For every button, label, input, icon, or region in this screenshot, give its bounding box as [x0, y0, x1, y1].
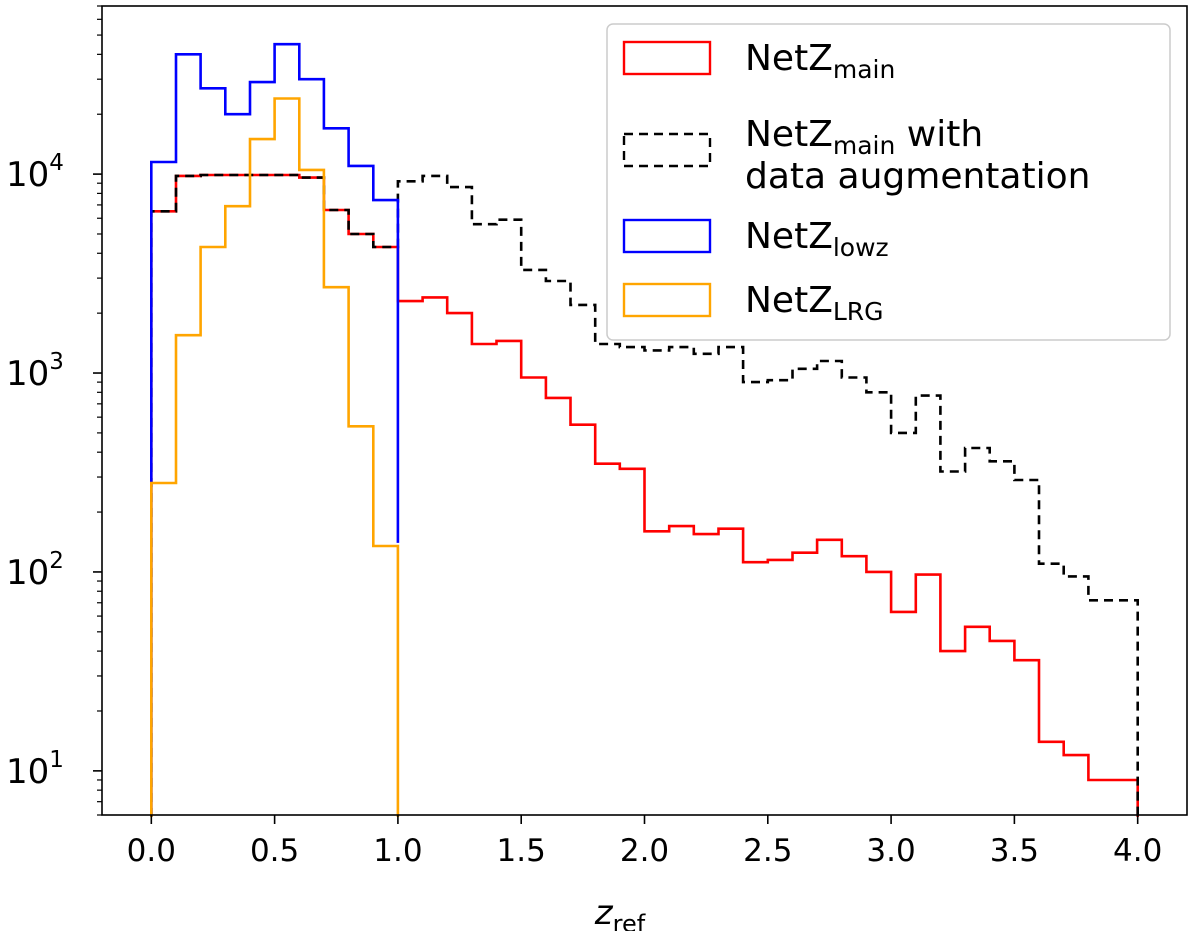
legend-label: NetZmain with	[745, 114, 983, 160]
y-tick-label: 103	[6, 349, 64, 394]
x-axis-label: zref	[594, 893, 646, 931]
legend-swatch	[622, 40, 712, 76]
x-axis: 0.0 0.5 1.0 1.5 2.0 2.5 3.0 3.5 4.0	[127, 815, 1162, 869]
x-tick-label: 2.0	[620, 833, 669, 869]
legend-item-lrg: NetZLRG	[622, 280, 884, 326]
legend-item-lowz: NetZlowz	[622, 216, 889, 262]
legend-label: NetZlowz	[745, 216, 889, 262]
legend-swatch	[622, 218, 712, 254]
x-tick-label: 4.0	[1113, 833, 1162, 869]
x-tick-label: 0.0	[127, 833, 176, 869]
series-layer	[150, 42, 1139, 817]
legend-swatch	[622, 282, 712, 318]
legend-label-line2: data augmentation	[745, 156, 1090, 197]
x-tick-label: 1.5	[497, 833, 546, 869]
legend-label: NetZmain	[745, 38, 895, 84]
series-line-lrg	[150, 97, 400, 817]
x-tick-label: 3.5	[990, 833, 1039, 869]
legend-label: NetZLRG	[745, 280, 884, 326]
x-tick-label: 1.0	[373, 833, 422, 869]
legend-frame	[606, 23, 1171, 341]
y-tick-label: 102	[6, 548, 64, 593]
x-tick-label: 2.5	[743, 833, 792, 869]
legend-item-main: NetZmain	[622, 38, 895, 84]
series-line-augmented	[150, 173, 1139, 817]
y-axis: 101 102 103 104	[6, 5, 102, 816]
series-line-lowz	[150, 42, 400, 817]
y-tick-label: 101	[6, 747, 64, 792]
y-tick-label: 104	[6, 150, 64, 195]
x-tick-label: 0.5	[250, 833, 299, 869]
x-tick-label: 3.0	[866, 833, 915, 869]
